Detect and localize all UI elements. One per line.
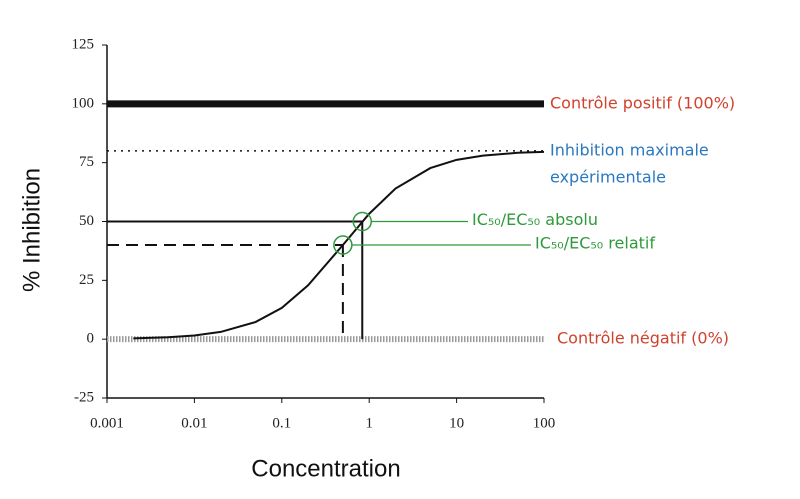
- y-axis-label: % Inhibition: [18, 168, 45, 292]
- x-axis-label: Concentration: [251, 455, 400, 482]
- x-tick-label: 10: [449, 415, 464, 431]
- x-tick-label: 0.001: [90, 415, 124, 431]
- x-tick-label: 0.1: [272, 415, 291, 431]
- ic50-label: IC₅₀/EC₅₀ absolu: [472, 210, 598, 229]
- y-tick-label: -25: [74, 389, 94, 405]
- y-tick-label: 100: [72, 95, 95, 111]
- reference-label: Contrôle positif (100%): [550, 93, 735, 112]
- ic50-label: IC₅₀/EC₅₀ relatif: [535, 234, 655, 253]
- y-tick-label: 50: [79, 213, 94, 229]
- x-tick-label: 100: [533, 415, 556, 431]
- reference-label: expérimentale: [550, 167, 666, 186]
- x-tick-label: 1: [365, 415, 373, 431]
- y-tick-label: 25: [79, 272, 94, 288]
- y-tick-label: 125: [72, 36, 95, 52]
- y-tick-label: 75: [79, 154, 94, 170]
- reference-label: Inhibition maximale: [550, 140, 709, 159]
- x-tick-label: 0.01: [181, 415, 207, 431]
- y-tick-label: 0: [87, 331, 95, 347]
- curve: [133, 150, 545, 340]
- reference-label: Contrôle négatif (0%): [557, 329, 729, 348]
